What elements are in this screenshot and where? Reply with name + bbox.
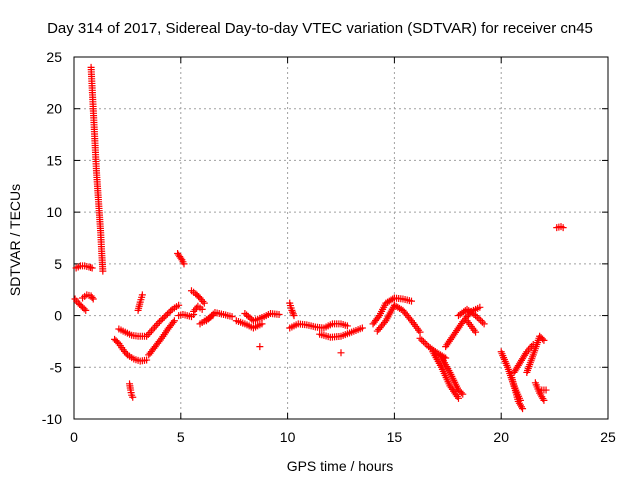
y-tick-label: -5 bbox=[50, 359, 63, 375]
data-point bbox=[163, 310, 171, 318]
data-point bbox=[472, 312, 480, 320]
data-point bbox=[198, 305, 206, 313]
data-point bbox=[407, 297, 415, 305]
data-point bbox=[99, 267, 107, 275]
data-point bbox=[165, 308, 173, 316]
data-point bbox=[88, 264, 96, 272]
data-point bbox=[177, 254, 185, 262]
data-point bbox=[79, 303, 87, 311]
x-tick-label: 15 bbox=[387, 429, 403, 445]
data-point bbox=[419, 338, 427, 346]
data-point bbox=[157, 316, 165, 324]
x-tick-label: 0 bbox=[70, 429, 78, 445]
plot-frame bbox=[73, 56, 609, 420]
x-axis-label: GPS time / hours bbox=[287, 458, 394, 474]
x-tick-label: 20 bbox=[493, 429, 509, 445]
data-point bbox=[380, 318, 388, 326]
data-point bbox=[343, 322, 351, 330]
data-point bbox=[180, 260, 188, 268]
data-point bbox=[542, 386, 550, 394]
data-point bbox=[209, 312, 217, 320]
data-point bbox=[478, 318, 486, 326]
data-point bbox=[228, 313, 236, 321]
data-point bbox=[138, 291, 146, 299]
data-point bbox=[459, 390, 467, 398]
data-point bbox=[416, 334, 424, 342]
y-tick-label: 0 bbox=[54, 308, 62, 324]
chart-title: Day 314 of 2017, Sidereal Day-to-day VTE… bbox=[47, 20, 593, 37]
data-point bbox=[337, 349, 345, 357]
data-point bbox=[477, 317, 485, 325]
data-point bbox=[248, 315, 256, 323]
data-point bbox=[290, 312, 298, 320]
y-axis-label: SDTVAR / TECUs bbox=[7, 184, 23, 296]
axes bbox=[73, 56, 609, 420]
data-point bbox=[89, 295, 97, 303]
data-point bbox=[129, 393, 137, 401]
data-point bbox=[167, 307, 175, 315]
data-point bbox=[475, 315, 483, 323]
data-point bbox=[389, 295, 397, 303]
data-point bbox=[418, 336, 426, 344]
data-point bbox=[122, 349, 130, 357]
data-point bbox=[80, 305, 88, 313]
data-point bbox=[143, 356, 151, 364]
data-point bbox=[454, 394, 462, 402]
y-tick-label: 20 bbox=[46, 101, 62, 117]
data-point bbox=[374, 313, 382, 321]
y-tick-label: 15 bbox=[46, 152, 62, 168]
data-point bbox=[289, 308, 297, 316]
data-points bbox=[71, 63, 567, 413]
y-tick-label: 25 bbox=[46, 49, 62, 65]
y-tick-label: -10 bbox=[42, 411, 62, 427]
y-tick-label: 5 bbox=[54, 256, 62, 272]
data-point bbox=[406, 315, 414, 323]
data-point bbox=[289, 310, 297, 318]
data-point bbox=[421, 339, 429, 347]
data-point bbox=[472, 328, 480, 336]
data-point bbox=[199, 297, 207, 305]
data-point bbox=[162, 312, 170, 320]
data-point bbox=[159, 315, 167, 323]
data-point bbox=[540, 396, 548, 404]
y-tick-label: 10 bbox=[46, 204, 62, 220]
data-point bbox=[82, 306, 90, 314]
data-point bbox=[480, 320, 488, 328]
data-point bbox=[519, 405, 527, 413]
data-point bbox=[288, 306, 296, 314]
data-point bbox=[175, 301, 183, 309]
data-point bbox=[200, 299, 208, 307]
data-point bbox=[457, 389, 465, 397]
data-point bbox=[538, 335, 546, 343]
data-point bbox=[476, 303, 484, 311]
data-point bbox=[256, 343, 264, 351]
x-tick-label: 5 bbox=[177, 429, 185, 445]
data-point bbox=[169, 318, 177, 326]
data-point bbox=[258, 320, 266, 328]
data-point bbox=[156, 336, 164, 344]
data-point bbox=[275, 311, 283, 319]
data-point bbox=[160, 313, 168, 321]
data-point bbox=[473, 313, 481, 321]
data-point bbox=[522, 349, 530, 357]
x-tick-label: 10 bbox=[280, 429, 296, 445]
data-point bbox=[559, 224, 567, 232]
data-point bbox=[88, 293, 96, 301]
x-tick-label: 25 bbox=[600, 429, 616, 445]
data-point bbox=[416, 328, 424, 336]
data-point bbox=[358, 324, 366, 332]
tick-labels: 0 5 10 15 20 25 -10 -5 0 5 10 15 20 25 bbox=[42, 49, 616, 445]
data-point bbox=[170, 317, 178, 325]
data-point bbox=[155, 318, 163, 326]
data-point bbox=[540, 336, 548, 344]
